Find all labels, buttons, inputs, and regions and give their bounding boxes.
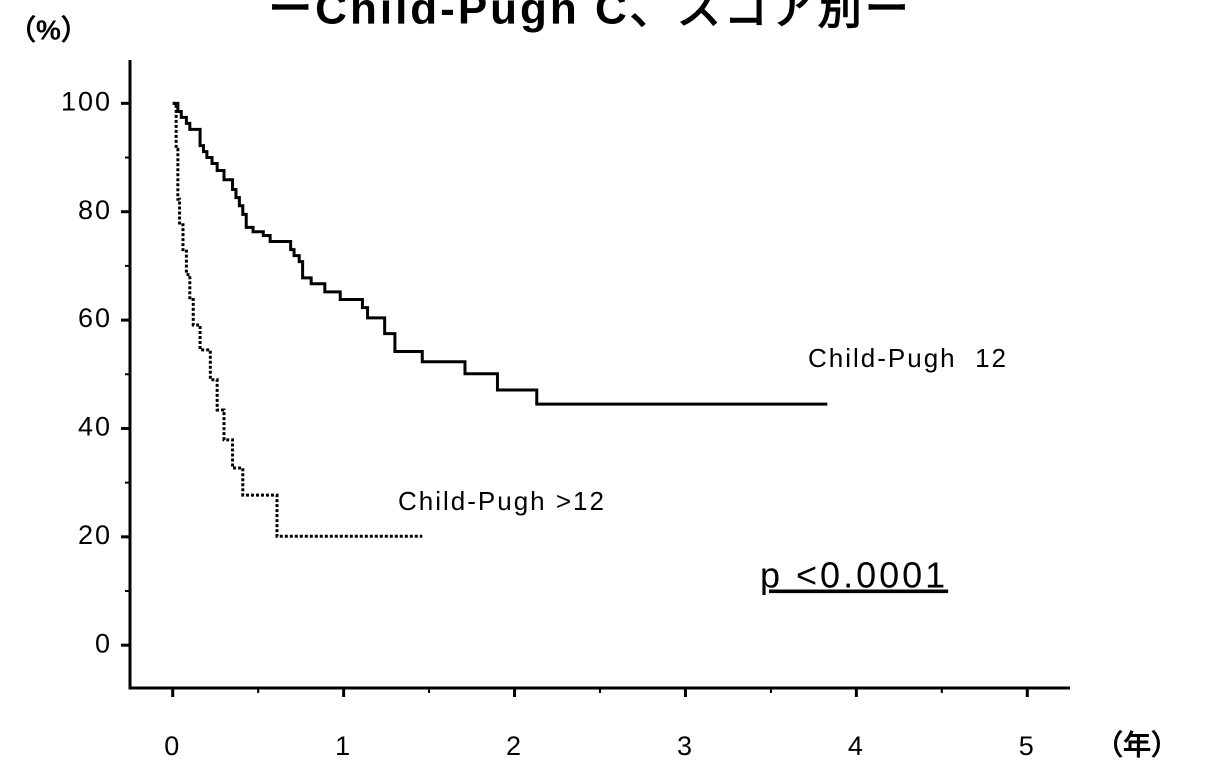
y-tick-label: 0 (95, 628, 112, 658)
y-tick-label: 60 (78, 303, 112, 333)
x-axis-label: （年） (1095, 728, 1179, 760)
survival-curve (172, 101, 828, 406)
x-tick-label: 5 (1019, 731, 1036, 761)
x-tick-label: 1 (335, 731, 352, 761)
series-label: Child-Pugh >12 (398, 486, 606, 516)
y-tick-label: 100 (61, 86, 112, 116)
y-tick-label: 80 (78, 195, 112, 225)
survival-curve (172, 101, 423, 538)
y-tick-label: 40 (78, 412, 112, 442)
p-value-annotation: p <0.0001 (760, 555, 948, 596)
x-tick-label: 4 (848, 731, 865, 761)
y-tick-label: 20 (78, 520, 112, 550)
chart-title: ーChild-Pugh C、スコア別ー (268, 0, 912, 34)
x-tick-label: 0 (164, 731, 181, 761)
x-tick-label: 3 (677, 731, 694, 761)
y-axis-label: （%） (8, 13, 89, 45)
x-tick-label: 2 (506, 731, 523, 761)
series-label: Child-Pugh 12 (808, 343, 1008, 373)
